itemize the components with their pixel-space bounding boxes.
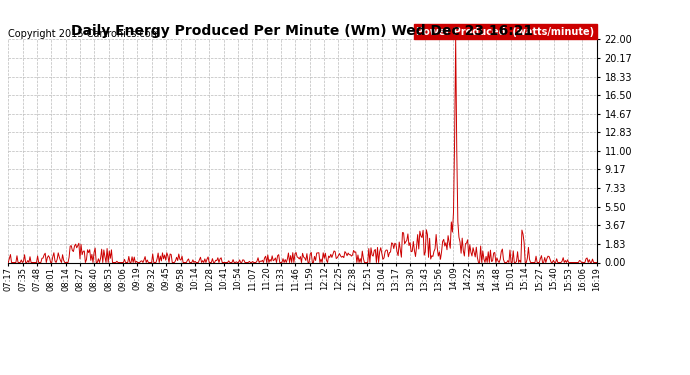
Title: Daily Energy Produced Per Minute (Wm) Wed Dec 23 16:21: Daily Energy Produced Per Minute (Wm) We…	[72, 24, 533, 38]
Text: Copyright 2015 Cartronics.com: Copyright 2015 Cartronics.com	[8, 29, 160, 39]
Text: Power Produced  (watts/minute): Power Produced (watts/minute)	[416, 27, 594, 37]
